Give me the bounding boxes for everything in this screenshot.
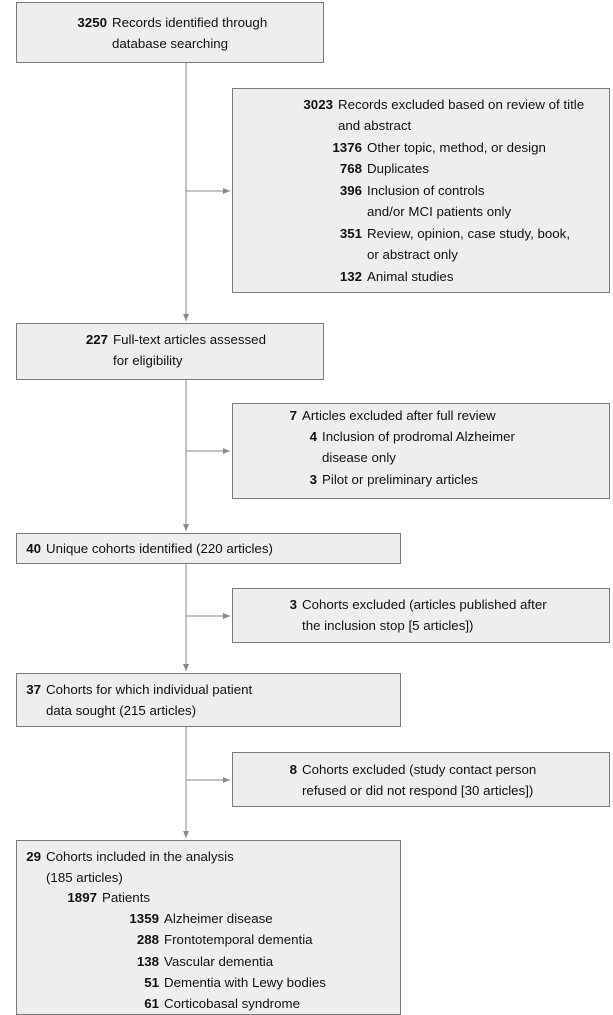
- label: Dementia with Lewy bodies: [164, 975, 326, 990]
- label: (185 articles): [46, 870, 123, 886]
- label: Pilot or preliminary articles: [322, 472, 478, 487]
- flow-box: [16, 840, 401, 1015]
- label: Duplicates: [367, 161, 430, 176]
- label: the inclusion stop [5 articles]): [302, 618, 474, 634]
- count: 1359: [129, 911, 159, 926]
- label: Vascular dementia: [164, 954, 274, 969]
- label: Other topic, method, or design: [367, 140, 546, 155]
- label: disease only: [322, 450, 396, 466]
- label: Cohorts for which individual patient: [46, 682, 253, 697]
- flow-box: [232, 588, 610, 643]
- count: 1376: [332, 140, 362, 155]
- label: and abstract: [338, 118, 412, 134]
- flow-box: [232, 403, 610, 499]
- label: Articles excluded after full review: [302, 408, 496, 423]
- count: 351: [339, 226, 362, 241]
- label: Inclusion of prodromal Alzheimer: [322, 429, 515, 444]
- label: Inclusion of controls: [367, 183, 485, 198]
- label: Animal studies: [367, 269, 454, 284]
- label: Corticobasal syndrome: [164, 996, 300, 1011]
- label: Cohorts included in the analysis: [46, 849, 234, 864]
- flow-box: [16, 323, 324, 380]
- count: 3: [289, 597, 297, 612]
- label: for eligibility: [113, 353, 183, 369]
- count: 29: [26, 849, 41, 864]
- flow-box: [16, 2, 324, 63]
- count: 288: [136, 932, 159, 947]
- count: 1897: [67, 890, 97, 905]
- label: Frontotemporal dementia: [164, 932, 313, 947]
- count: 768: [339, 161, 362, 176]
- count: 3250: [77, 15, 107, 30]
- flow-box: [232, 88, 610, 293]
- label: Records identified through: [112, 15, 268, 30]
- count: 396: [339, 183, 362, 198]
- count: 61: [144, 996, 159, 1011]
- label: database searching: [112, 36, 229, 52]
- count: 132: [339, 269, 362, 284]
- label: Cohorts excluded (study contact person: [302, 762, 537, 777]
- label: Records excluded based on review of titl…: [338, 97, 585, 112]
- label: Review, opinion, case study, book,: [367, 226, 571, 241]
- count: 138: [136, 954, 159, 969]
- label: Unique cohorts identified (220 articles): [46, 541, 273, 556]
- count: 3: [309, 472, 317, 487]
- flow-box: [16, 533, 401, 564]
- count: 51: [144, 975, 159, 990]
- label: data sought (215 articles): [46, 703, 197, 719]
- label: or abstract only: [367, 247, 458, 263]
- label: Alzheimer disease: [164, 911, 273, 926]
- label: and/or MCI patients only: [367, 204, 512, 220]
- count: 40: [26, 541, 41, 556]
- label: refused or did not respond [30 articles]…: [302, 783, 534, 799]
- label: Full-text articles assessed: [113, 332, 266, 347]
- flow-box: [16, 673, 401, 727]
- count: 7: [289, 408, 297, 423]
- count: 37: [26, 682, 41, 697]
- label: Cohorts excluded (articles published aft…: [302, 597, 547, 612]
- count: 8: [289, 762, 297, 777]
- flow-box: [232, 752, 610, 807]
- label: Patients: [102, 890, 151, 905]
- count: 4: [309, 429, 317, 444]
- count: 3023: [303, 97, 333, 112]
- count: 227: [85, 332, 108, 347]
